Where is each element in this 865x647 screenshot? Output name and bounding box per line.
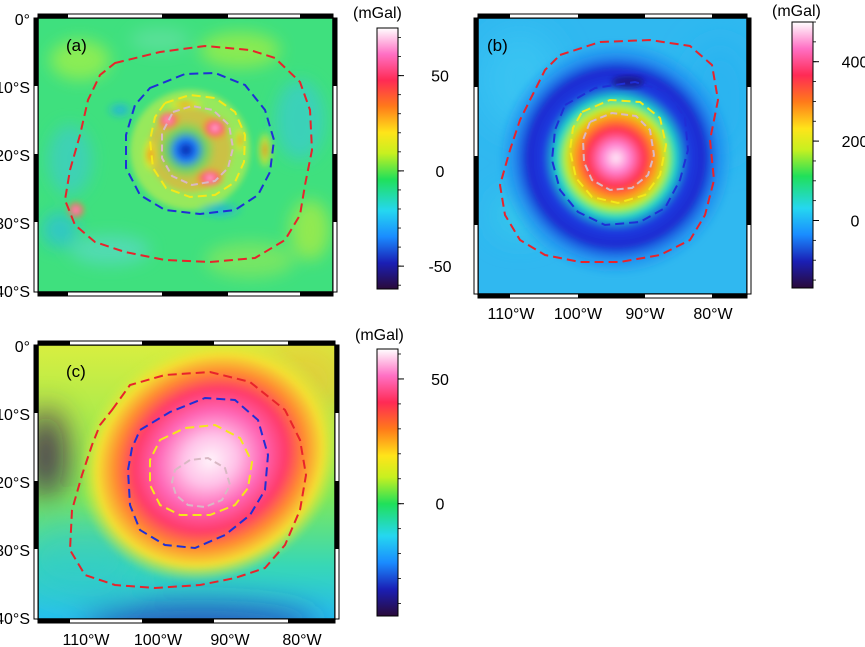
panel-c-contour-middle — [126, 396, 270, 550]
colorbar-tick-label: 400 — [842, 55, 865, 72]
panel-c-colorbar: (mGal) 50 0 — [355, 327, 449, 617]
panel-b-contour-middle — [550, 80, 690, 227]
panel-c-contour-core — [170, 456, 232, 509]
panel-a-y-ticks: 0° 10°S 20°S 30°S 40°S — [0, 12, 30, 301]
panel-c: (c) 0° 10°S 20°S 30°S 40°S 110°W 100°W 9… — [0, 327, 449, 647]
x-tick-label: 80°W — [693, 306, 733, 323]
panel-b-colorbar: (mGal) 400 200 0 — [772, 3, 865, 289]
panel-a-label: (a) — [66, 36, 87, 55]
y-tick-label: 20°S — [0, 148, 30, 165]
panel-c-contour-outer — [68, 370, 308, 590]
panel-a-contour-core — [161, 104, 235, 187]
panel-a-colorbar: (mGal) 50 0 -50 — [353, 5, 452, 290]
panel-b-label: (b) — [487, 36, 508, 55]
y-tick-label: 20°S — [0, 475, 30, 492]
x-tick-label: 110°W — [487, 306, 535, 323]
panel-b-contour-inner — [568, 98, 668, 205]
x-tick-label: 80°W — [282, 632, 322, 647]
y-tick-label: 30°S — [0, 543, 30, 560]
panel-a-contour-inner — [148, 93, 247, 199]
y-tick-label: 40°S — [0, 611, 30, 628]
panel-c-x-ticks: 110°W 100°W 90°W 80°W — [62, 632, 322, 647]
y-tick-label: 0° — [15, 12, 30, 29]
panel-a-contour-outer — [63, 44, 314, 264]
colorbar-tick-label: 50 — [431, 372, 449, 389]
panel-b-colorbar-unit: (mGal) — [772, 3, 821, 20]
panel-c-colorbar-unit: (mGal) — [355, 327, 404, 344]
panel-a-anomalies — [67, 90, 273, 220]
panel-b-map — [478, 18, 747, 294]
x-tick-label: 110°W — [62, 632, 110, 647]
panel-b-anomaly — [498, 40, 734, 276]
colorbar-tick-label: -50 — [428, 259, 451, 276]
x-tick-label: 100°W — [554, 306, 603, 323]
y-tick-label: 40°S — [0, 284, 30, 301]
panel-b: (b) 110°W 100°W 90°W 80°W (mGal) 400 200 0 — [473, 3, 865, 323]
panel-a-frame — [33, 13, 338, 297]
y-tick-label: 0° — [15, 339, 30, 356]
panel-a-colorbar-unit: (mGal) — [353, 5, 402, 22]
panel-c-map — [38, 345, 335, 619]
panel-a-contour-middle — [125, 71, 276, 216]
panel-c-y-ticks: 0° 10°S 20°S 30°S 40°S — [0, 339, 30, 628]
panel-a-map — [38, 18, 333, 292]
x-tick-label: 90°W — [625, 306, 665, 323]
colorbar-tick-label: 50 — [431, 69, 449, 86]
panel-a-colorbar-ticks: 50 0 -50 — [398, 37, 452, 286]
panel-b-contour-core — [581, 111, 656, 192]
y-tick-label: 10°S — [0, 407, 30, 424]
colorbar-tick-label: 0 — [851, 214, 860, 231]
panel-c-colorbar-ticks: 50 0 — [398, 353, 449, 604]
panel-b-frame — [473, 13, 752, 299]
x-tick-label: 100°W — [134, 632, 183, 647]
panel-a-texture — [42, 28, 330, 278]
panel-c-contour-inner — [149, 423, 254, 516]
y-tick-label: 30°S — [0, 216, 30, 233]
colorbar-tick-label: 0 — [436, 164, 445, 181]
x-tick-label: 90°W — [210, 632, 250, 647]
panel-b-x-ticks: 110°W 100°W 90°W 80°W — [487, 306, 733, 323]
panel-b-contour-outer — [498, 38, 720, 263]
colorbar-tick-label: 0 — [436, 497, 445, 514]
panel-a: (a) 0° 10°S 20°S 30°S 40°S (mGal) 50 0 -50 — [0, 5, 452, 301]
panel-b-colorbar-ticks: 400 200 0 — [813, 21, 865, 281]
panel-c-frame — [33, 340, 340, 624]
panel-c-label: (c) — [66, 362, 86, 381]
colorbar-tick-label: 200 — [842, 134, 865, 151]
y-tick-label: 10°S — [0, 80, 30, 97]
